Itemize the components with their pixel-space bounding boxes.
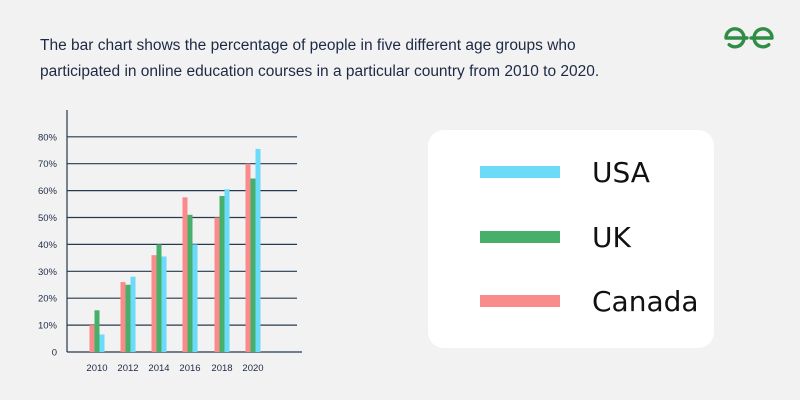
bar-usa-2014 bbox=[161, 256, 167, 352]
description-line-1: The bar chart shows the percentage of pe… bbox=[40, 37, 576, 54]
legend-item-uk: UK bbox=[480, 217, 631, 257]
bar-uk-2020 bbox=[250, 178, 256, 352]
bar-uk-2014 bbox=[156, 244, 162, 352]
legend-item-usa: USA bbox=[480, 152, 650, 192]
bar-usa-2020 bbox=[255, 148, 261, 352]
y-tick-label: 80% bbox=[38, 132, 58, 143]
description-line-2: participated in online education courses… bbox=[40, 63, 600, 80]
y-tick-label: 10% bbox=[38, 321, 58, 332]
bar-canada-2010 bbox=[89, 325, 95, 352]
bar-canada-2012 bbox=[120, 282, 126, 352]
bar-usa-2010 bbox=[99, 334, 105, 352]
geeksforgeeks-logo-icon bbox=[724, 27, 774, 49]
x-tick-label: 2016 bbox=[179, 363, 200, 374]
bar-canada-2018 bbox=[214, 217, 220, 352]
bar-uk-2016 bbox=[187, 214, 193, 352]
y-tick-label: 50% bbox=[38, 213, 58, 224]
x-tick-label: 2018 bbox=[211, 363, 232, 374]
x-tick-label: 2010 bbox=[86, 363, 107, 374]
y-tick-label: 40% bbox=[38, 240, 58, 251]
y-tick-label: 20% bbox=[38, 294, 58, 305]
legend-label-uk: UK bbox=[592, 220, 631, 254]
x-tick-label: 2020 bbox=[242, 363, 263, 374]
x-tick-label: 2014 bbox=[148, 363, 169, 374]
y-tick-label: 0 bbox=[52, 348, 57, 359]
x-tick-label: 2012 bbox=[117, 363, 138, 374]
y-tick-label: 70% bbox=[38, 159, 58, 170]
legend-item-canada: Canada bbox=[480, 281, 699, 321]
y-tick-label: 30% bbox=[38, 267, 58, 278]
legend-swatch-uk bbox=[480, 231, 560, 243]
legend-swatch-usa bbox=[480, 166, 560, 178]
bar-uk-2012 bbox=[125, 284, 131, 352]
bar-uk-2010 bbox=[94, 310, 100, 352]
bar-canada-2014 bbox=[151, 255, 157, 352]
legend-card: USA UK Canada bbox=[428, 130, 714, 348]
bar-canada-2016 bbox=[182, 197, 188, 352]
bar-usa-2016 bbox=[192, 244, 198, 352]
bar-usa-2018 bbox=[224, 189, 230, 352]
bar-uk-2018 bbox=[219, 195, 225, 352]
chart-description: The bar chart shows the percentage of pe… bbox=[40, 33, 680, 85]
bar-usa-2012 bbox=[130, 276, 136, 352]
legend-label-usa: USA bbox=[592, 155, 650, 189]
y-tick-label: 60% bbox=[38, 186, 58, 197]
legend-swatch-canada bbox=[480, 295, 560, 307]
bar-canada-2020 bbox=[245, 163, 251, 352]
legend-label-canada: Canada bbox=[592, 284, 699, 318]
